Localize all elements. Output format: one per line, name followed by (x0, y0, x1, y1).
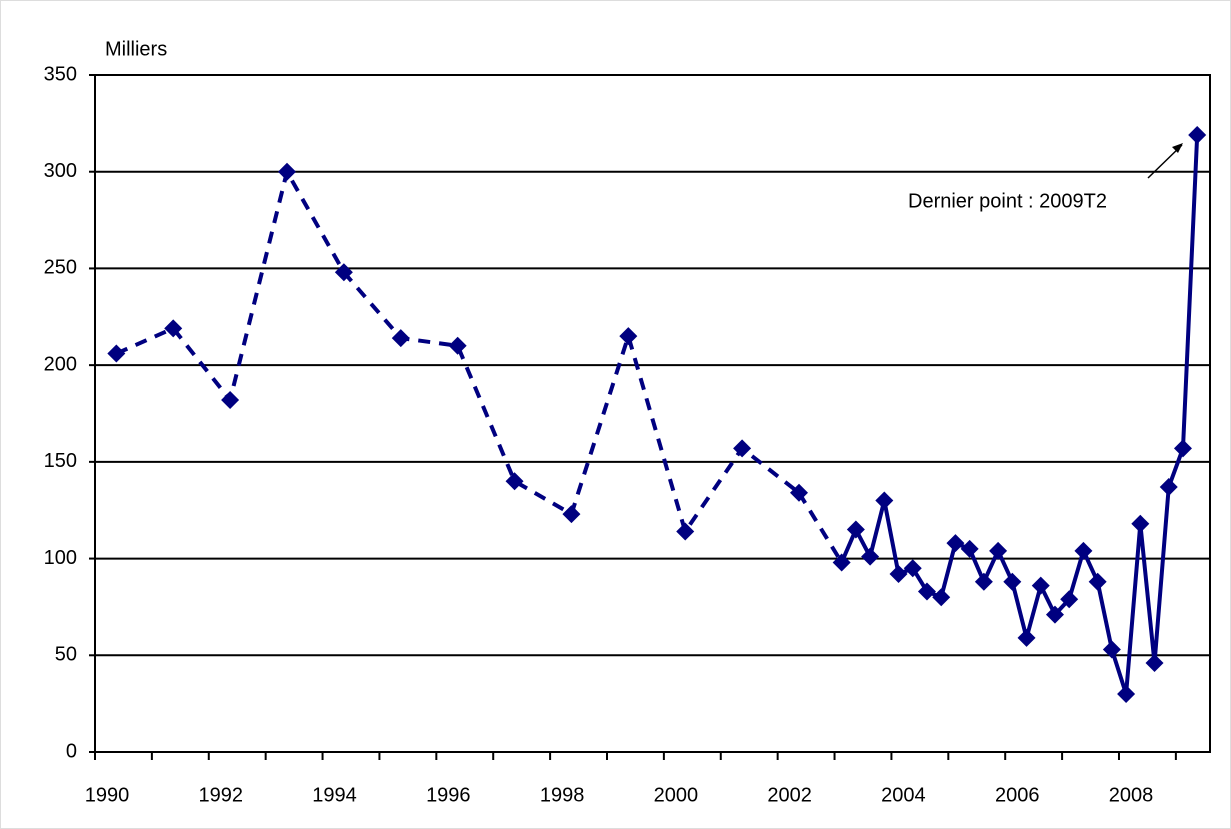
x-tick-label: 2002 (767, 784, 812, 806)
y-tick-label: 200 (44, 353, 77, 375)
marker (1159, 478, 1178, 497)
marker (889, 565, 908, 584)
y-tick-label: 100 (44, 547, 77, 569)
marker (391, 329, 410, 348)
marker (505, 472, 524, 491)
annotation-arrowhead (1172, 143, 1183, 153)
marker (619, 327, 638, 346)
marker (107, 344, 126, 363)
x-tick-label: 1998 (540, 784, 585, 806)
y-axis-label: Milliers (105, 38, 167, 60)
marker (932, 588, 951, 607)
x-tick-label: 1990 (85, 784, 130, 806)
marker (448, 336, 467, 355)
marker (989, 541, 1008, 560)
marker (1188, 125, 1207, 144)
marker (1117, 684, 1136, 703)
y-tick-label: 0 (66, 740, 77, 762)
y-tick-label: 350 (44, 63, 77, 85)
marker (846, 520, 865, 539)
marker (946, 534, 965, 553)
y-tick-label: 300 (44, 160, 77, 182)
x-tick-label: 2006 (995, 784, 1040, 806)
marker (1045, 605, 1064, 624)
x-tick-label: 2000 (654, 784, 699, 806)
marker (917, 582, 936, 601)
y-tick-label: 50 (55, 644, 77, 666)
marker (676, 522, 695, 541)
marker (1173, 439, 1192, 458)
marker (1074, 541, 1093, 560)
marker (164, 319, 183, 338)
marker (277, 162, 296, 181)
y-tick-label: 250 (44, 257, 77, 279)
x-tick-label: 2004 (881, 784, 926, 806)
marker (1060, 590, 1079, 609)
marker (733, 439, 752, 458)
marker (562, 505, 581, 524)
series-connector (797, 491, 844, 564)
marker (1102, 640, 1121, 659)
marker (1088, 572, 1107, 591)
marker (1031, 576, 1050, 595)
marker (334, 263, 353, 282)
marker (960, 539, 979, 558)
x-tick-label: 1996 (426, 784, 471, 806)
annotation: Dernier point : 2009T2 (908, 190, 1107, 212)
marker (221, 390, 240, 409)
marker (903, 559, 922, 578)
marker (832, 553, 851, 572)
x-tick-label: 1994 (312, 784, 357, 806)
marker (1017, 628, 1036, 647)
plot-area (94, 74, 1211, 753)
marker (1131, 514, 1150, 533)
marker (789, 483, 808, 502)
marker (1003, 572, 1022, 591)
marker (875, 491, 894, 510)
y-tick-label: 150 (44, 450, 77, 472)
x-tick-label: 2008 (1109, 784, 1154, 806)
marker (974, 572, 993, 591)
marker (1145, 654, 1164, 673)
x-tick-label: 1992 (199, 784, 244, 806)
marker (861, 547, 880, 566)
